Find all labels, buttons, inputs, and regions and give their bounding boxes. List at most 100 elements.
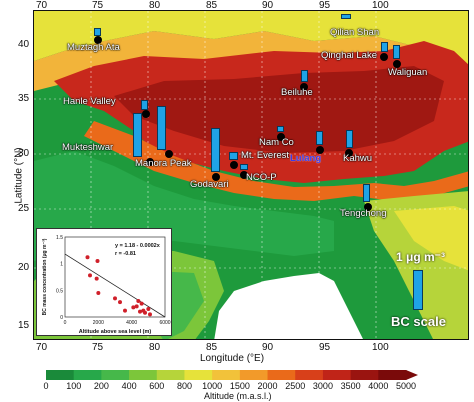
colorbar-tick: 0 (43, 381, 49, 391)
site-label-hanle-valley: Hanle Valley (63, 96, 116, 107)
site-dot (380, 53, 388, 61)
scatter-point (123, 308, 127, 313)
colorbar-swatch (101, 370, 130, 380)
colorbar-swatch (184, 370, 213, 380)
lon-tick-top: 95 (319, 0, 331, 11)
scatter-point (94, 276, 99, 281)
colorbar-swatch (73, 370, 102, 380)
inset-r-value: r = -0.81 (115, 251, 136, 257)
lat-tick-left: 30 (18, 148, 30, 159)
lon-tick-top: 80 (149, 0, 161, 11)
bc-bar-godavari (211, 128, 220, 172)
site-dot (230, 161, 238, 169)
scatter-point (141, 308, 146, 313)
site-dot (345, 149, 353, 157)
bc-bar-manora-peak (157, 106, 166, 150)
lon-tick-bottom: 100 (372, 342, 389, 353)
site-label-lulang: Lulang (290, 153, 322, 164)
y-axis-label: Latitude (°N) (13, 147, 25, 204)
colorbar-tick: 2000 (257, 381, 278, 391)
bc-bar-hanle-valley (141, 100, 148, 110)
site-label-mt-everest: Mt. Everest (241, 150, 290, 161)
site-label-kahwu: Kahwu (343, 153, 373, 164)
site-label-qilian-shan: Qilian Shan (330, 27, 380, 38)
scatter-point (118, 300, 122, 305)
inset-fit-line (64, 253, 166, 318)
inset-x-label: Altitude above sea level (m) (79, 329, 152, 335)
scatter-point (96, 291, 101, 295)
colorbar-tick: 3500 (340, 381, 361, 391)
altitude-colorbar (46, 370, 418, 380)
colorbar-tick: 3000 (312, 381, 333, 391)
lon-tick-top: 90 (262, 0, 274, 11)
lon-tick-top: 75 (92, 0, 104, 11)
colorbar-swatch (46, 370, 75, 380)
bc-bar-waliguan (393, 45, 400, 59)
bc-bar-qinghai-lake (381, 42, 388, 52)
lon-tick-bottom: 95 (319, 342, 331, 353)
bc-scale-caption: BC scale (391, 314, 446, 329)
lat-tick-left: 15 (18, 320, 30, 331)
site-dot (240, 171, 248, 179)
colorbar-label: Altitude (m.a.s.l.) (204, 391, 272, 401)
inset-scatter-svg: 0 2000 4000 6000 0 0.5 1 1.5 y = 1.18 - 0.0002x r… (42, 235, 171, 335)
scatter-point (85, 255, 90, 260)
scatter-point (139, 301, 144, 306)
lat-tick-left: 40 (18, 39, 30, 50)
scatter-point (148, 312, 152, 317)
colorbar-swatch (267, 370, 296, 380)
site-label-tengchong: Tengchong (340, 208, 387, 219)
inset-y-tick: 1.5 (56, 235, 63, 241)
site-dot (393, 60, 401, 68)
site-label-nam-co: Nam Co (259, 137, 294, 148)
colorbar-swatch (156, 370, 185, 380)
bc-bar-beiluhe (301, 70, 308, 82)
site-label-godavari: Godavari (190, 179, 229, 190)
inset-y-label: BC mass concentration (μg m⁻³) (42, 238, 48, 315)
colorbar-extend-arrow (406, 370, 418, 380)
colorbar-swatch (239, 370, 269, 380)
site-label-beiluhe: Beiluhe (281, 87, 313, 98)
lon-tick-bottom: 80 (149, 342, 161, 353)
lat-tick-left: 35 (18, 93, 30, 104)
colorbar-swatch (322, 370, 352, 380)
inset-x-tick: 6000 (159, 320, 170, 326)
bc-bar-nam-co (277, 126, 284, 132)
site-label-nco-p: NCO-P (246, 172, 277, 183)
lon-tick-bottom: 70 (36, 342, 48, 353)
inset-scatter-panel: 0 2000 4000 6000 0 0.5 1 1.5 y = 1.18 - 0.0002x r… (36, 228, 172, 336)
inset-y-tick: 0 (60, 315, 63, 321)
site-label-manora-peak: Manora Peak (135, 158, 192, 169)
colorbar-tick: 5000 (396, 381, 417, 391)
site-dot (300, 83, 308, 91)
colorbar-tick: 1000 (202, 381, 223, 391)
colorbar-swatch (378, 370, 407, 380)
colorbar-swatch (295, 370, 324, 380)
inset-x-tick: 4000 (126, 320, 137, 326)
inset-x-tick: 2000 (93, 320, 104, 326)
colorbar-tick: 2500 (285, 381, 306, 391)
scatter-point (146, 307, 151, 311)
scatter-point (136, 299, 141, 303)
inset-plot-area (64, 236, 166, 318)
lon-tick-top: 100 (372, 0, 389, 11)
colorbar-tick: 4000 (368, 381, 389, 391)
site-dot (364, 203, 372, 211)
colorbar-tick: 400 (121, 381, 137, 391)
bc-bar-nco-p (240, 164, 248, 170)
scatter-point (95, 259, 100, 263)
bc-bar-tengchong (363, 184, 370, 202)
site-dot (212, 173, 220, 181)
lon-tick-bottom: 75 (92, 342, 104, 353)
lat-tick-left: 20 (18, 262, 30, 273)
site-dot (146, 158, 154, 166)
scatter-point (138, 309, 142, 314)
colorbar-swatch (212, 370, 241, 380)
site-label-muztagh-ata: Muztagh Ata (67, 42, 120, 53)
site-dot (94, 36, 102, 44)
colorbar-swatch (350, 370, 379, 380)
lat-tick-left: 25 (18, 203, 30, 214)
site-dot (277, 133, 285, 141)
bc-bar-lulang (316, 131, 323, 145)
site-label-qinghai-lake: Qinghai Lake (321, 50, 377, 61)
